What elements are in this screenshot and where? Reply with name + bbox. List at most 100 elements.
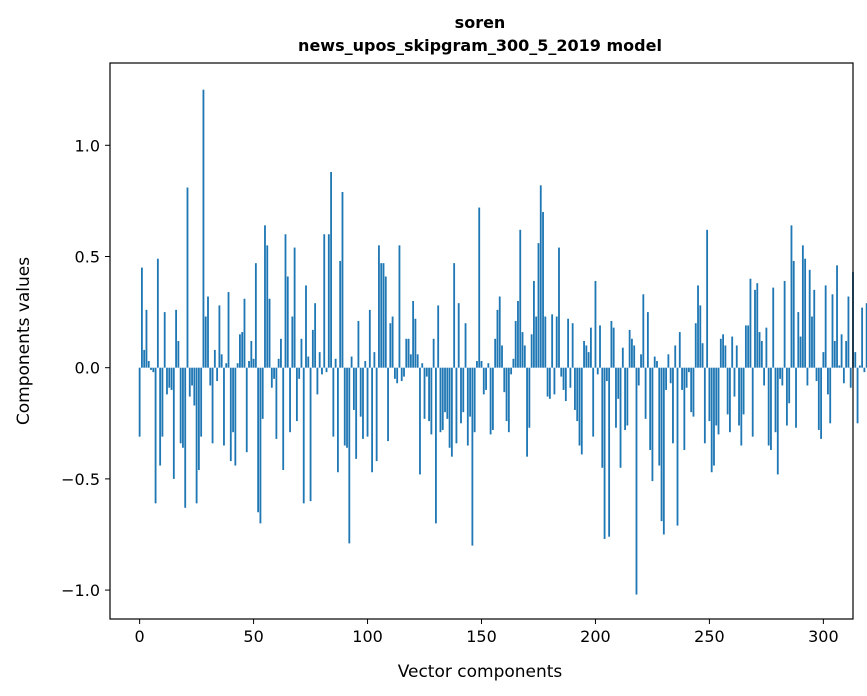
bar [501, 345, 503, 368]
bar [861, 307, 864, 368]
bar [697, 285, 699, 368]
bar [175, 309, 177, 368]
bar [827, 367, 829, 395]
bar [498, 296, 501, 368]
bar [735, 345, 738, 368]
bar [665, 367, 668, 390]
bar [608, 367, 611, 537]
bar [239, 334, 241, 368]
bar [184, 367, 187, 508]
bar [701, 343, 704, 368]
bar [316, 367, 319, 395]
bar [781, 367, 784, 386]
bar [282, 367, 285, 470]
bar [439, 367, 442, 433]
bar [594, 280, 597, 368]
bar [667, 354, 670, 368]
bar [482, 367, 485, 395]
bar [633, 345, 636, 368]
bar [444, 367, 446, 413]
bar [409, 354, 412, 368]
bars-group [138, 89, 867, 595]
bar [307, 356, 310, 368]
bar [617, 367, 620, 399]
bar [218, 305, 221, 368]
bar [330, 171, 332, 368]
bar [785, 367, 788, 426]
bar [209, 367, 212, 386]
bar [298, 367, 301, 379]
bar [788, 367, 791, 404]
bar [323, 234, 326, 368]
bar [760, 341, 763, 368]
x-tick-label: 200 [580, 627, 611, 646]
bar [163, 312, 166, 368]
bar [571, 323, 574, 368]
bar [466, 367, 469, 446]
bar [211, 367, 214, 444]
bar [533, 280, 535, 368]
bar [651, 367, 654, 482]
bar [548, 367, 551, 399]
bar [227, 292, 230, 368]
bar [446, 367, 449, 419]
bar [195, 367, 198, 504]
bar [517, 300, 519, 368]
bar [847, 296, 850, 368]
y-tick-label: 0.0 [75, 359, 100, 378]
bar [676, 367, 679, 526]
x-tick-label: 250 [694, 627, 725, 646]
bar [179, 367, 182, 444]
bar [250, 341, 253, 368]
bar [248, 361, 250, 368]
bar [245, 367, 248, 453]
bar [359, 367, 362, 417]
bar [715, 367, 718, 426]
plot-frame [109, 62, 854, 620]
bar [441, 367, 444, 430]
bar [526, 367, 528, 457]
bar [738, 367, 740, 426]
bar [362, 367, 364, 439]
bar [305, 285, 307, 368]
bar [690, 367, 693, 413]
bar [407, 338, 410, 368]
bar [770, 367, 772, 450]
bar [776, 367, 779, 475]
bar [491, 367, 494, 430]
bar [694, 323, 697, 368]
bar [159, 367, 162, 466]
bar [605, 367, 608, 382]
bar [368, 309, 371, 368]
bar [216, 367, 219, 382]
bar [849, 367, 852, 388]
bar [193, 367, 196, 406]
bar [653, 356, 656, 368]
bar [722, 334, 724, 368]
bar [166, 367, 168, 395]
bar [266, 245, 269, 368]
bar [774, 367, 777, 433]
bar [257, 367, 260, 513]
bar [343, 367, 346, 446]
bar [197, 367, 200, 470]
bar [172, 367, 175, 479]
bar [589, 327, 592, 368]
y-axis-label: Components values [14, 257, 34, 425]
bar [156, 258, 159, 368]
bar [295, 367, 298, 422]
bar [435, 367, 437, 524]
bar [660, 367, 663, 522]
bar [457, 303, 460, 368]
bar [523, 345, 526, 368]
bar [699, 305, 702, 368]
bar [779, 367, 781, 379]
bar [332, 367, 335, 437]
bar [713, 367, 715, 466]
bar [758, 332, 761, 368]
bar [631, 338, 633, 368]
bar [544, 316, 547, 368]
bar [560, 367, 563, 377]
bar [432, 338, 435, 368]
bar [403, 367, 405, 377]
